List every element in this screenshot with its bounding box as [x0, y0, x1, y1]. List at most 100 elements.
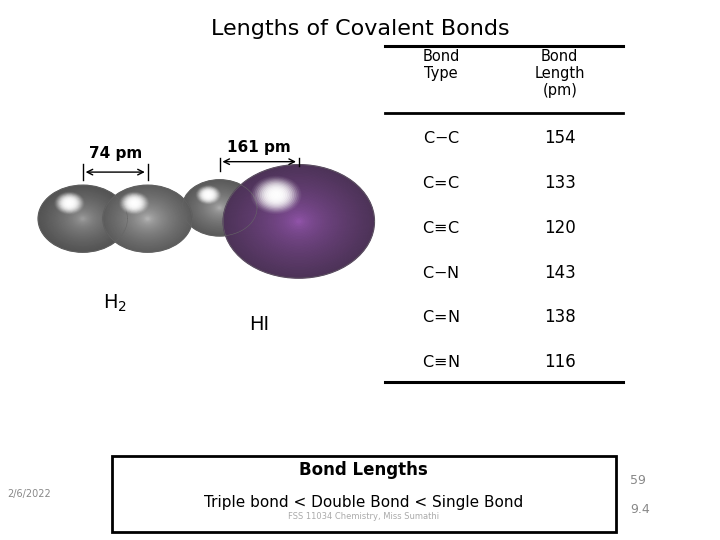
Circle shape [184, 181, 255, 234]
Circle shape [72, 210, 94, 227]
Circle shape [235, 173, 363, 269]
Circle shape [260, 183, 292, 207]
Circle shape [57, 199, 109, 238]
Circle shape [42, 188, 124, 249]
Text: 138: 138 [544, 308, 576, 326]
Circle shape [206, 197, 233, 218]
Circle shape [131, 206, 164, 231]
Circle shape [122, 194, 147, 212]
Text: HI: HI [249, 314, 269, 334]
Text: 120: 120 [544, 219, 576, 237]
Circle shape [189, 185, 250, 231]
Circle shape [257, 190, 341, 253]
Circle shape [201, 194, 238, 222]
Circle shape [205, 192, 212, 198]
Circle shape [67, 207, 99, 231]
Circle shape [289, 214, 308, 228]
Circle shape [269, 190, 283, 200]
Circle shape [203, 195, 236, 220]
Circle shape [261, 193, 337, 250]
Circle shape [293, 217, 305, 226]
Circle shape [199, 188, 217, 201]
Circle shape [63, 204, 103, 234]
Circle shape [212, 202, 227, 213]
Text: 161 pm: 161 pm [228, 140, 291, 155]
Circle shape [122, 199, 174, 238]
Circle shape [225, 166, 372, 276]
Circle shape [65, 205, 101, 232]
Circle shape [104, 186, 191, 251]
Circle shape [197, 186, 220, 204]
Circle shape [196, 190, 243, 226]
Circle shape [59, 201, 107, 237]
Circle shape [81, 217, 85, 220]
Circle shape [130, 200, 138, 206]
Text: C$-$C: C$-$C [423, 130, 459, 146]
Circle shape [133, 202, 135, 204]
Circle shape [210, 201, 229, 215]
Circle shape [112, 192, 184, 246]
Circle shape [207, 193, 210, 196]
Circle shape [71, 210, 95, 228]
Circle shape [127, 203, 168, 234]
Circle shape [202, 190, 215, 200]
Circle shape [271, 200, 327, 242]
Circle shape [227, 167, 371, 275]
Circle shape [195, 190, 244, 226]
Circle shape [206, 193, 211, 197]
Circle shape [137, 210, 158, 227]
Circle shape [135, 210, 160, 228]
Circle shape [204, 192, 212, 198]
Circle shape [297, 220, 301, 223]
Circle shape [278, 206, 320, 237]
Circle shape [50, 194, 115, 243]
Circle shape [77, 214, 89, 223]
FancyBboxPatch shape [112, 456, 616, 532]
Circle shape [58, 200, 107, 237]
Circle shape [229, 169, 369, 274]
Text: C$-$N: C$-$N [423, 265, 459, 280]
Circle shape [117, 196, 178, 241]
Circle shape [253, 187, 344, 255]
Text: 143: 143 [544, 264, 576, 281]
Circle shape [114, 193, 181, 244]
Circle shape [76, 214, 89, 224]
Circle shape [121, 199, 174, 239]
Circle shape [266, 187, 287, 203]
Circle shape [111, 191, 184, 246]
Circle shape [259, 192, 338, 251]
Circle shape [211, 201, 228, 214]
Circle shape [47, 192, 119, 246]
Circle shape [45, 190, 121, 247]
Circle shape [204, 197, 235, 219]
Circle shape [134, 208, 161, 229]
Circle shape [208, 199, 231, 217]
Circle shape [69, 208, 96, 229]
Circle shape [203, 191, 214, 199]
Circle shape [217, 206, 222, 210]
Circle shape [126, 197, 143, 210]
Circle shape [274, 194, 278, 196]
Circle shape [38, 185, 127, 252]
Circle shape [197, 191, 242, 225]
Circle shape [183, 180, 256, 235]
Circle shape [143, 215, 152, 222]
Circle shape [133, 208, 162, 230]
Circle shape [52, 195, 114, 242]
Circle shape [188, 184, 251, 232]
Circle shape [282, 208, 316, 234]
Circle shape [202, 194, 238, 221]
Circle shape [262, 184, 290, 206]
Circle shape [142, 214, 153, 223]
Text: 116: 116 [544, 353, 576, 371]
Circle shape [125, 196, 143, 210]
Circle shape [107, 188, 189, 249]
Circle shape [200, 193, 239, 222]
Circle shape [182, 180, 257, 236]
Circle shape [78, 215, 87, 222]
Circle shape [68, 201, 71, 205]
Circle shape [121, 193, 148, 213]
Circle shape [286, 212, 312, 231]
Circle shape [128, 198, 140, 208]
Circle shape [127, 198, 142, 208]
